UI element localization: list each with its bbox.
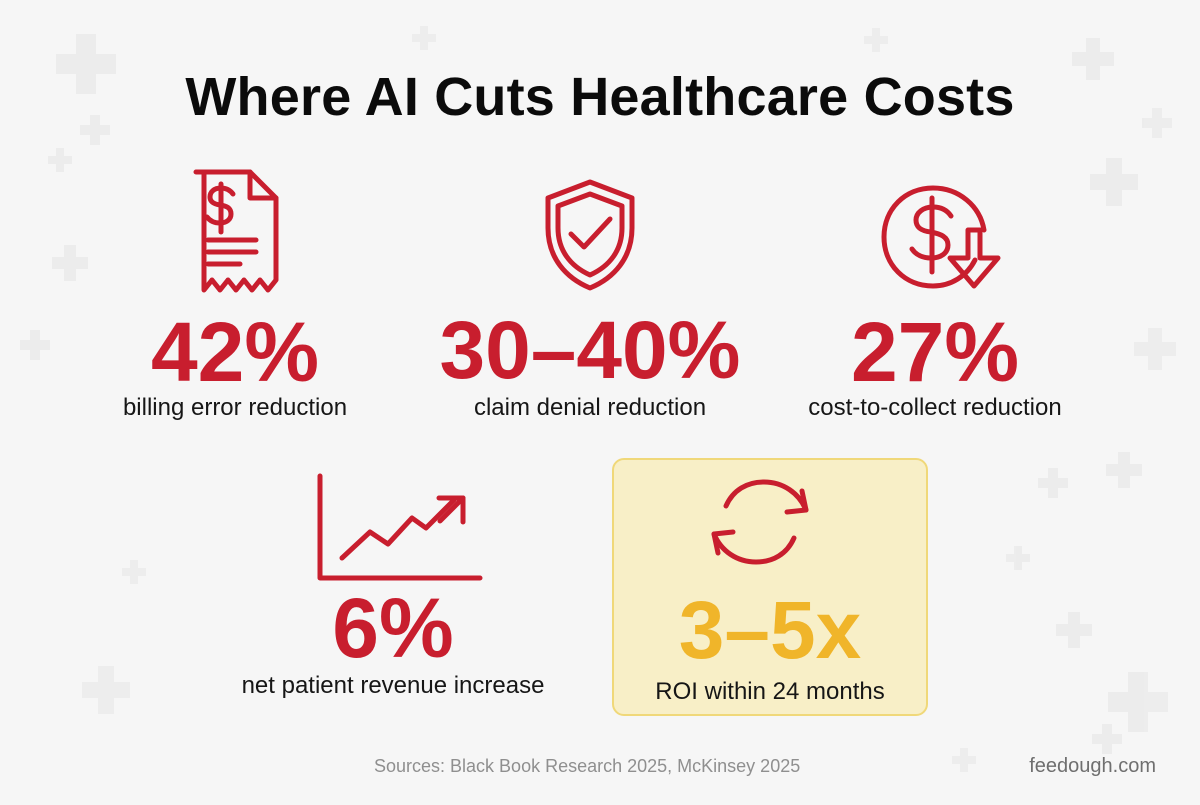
stat-net-patient-revenue: 6% net patient revenue increase (228, 460, 558, 720)
stat-label: net patient revenue increase (241, 672, 545, 699)
stat-value: 30–40% (439, 305, 741, 396)
shield-check-icon (534, 176, 646, 294)
stat-roi-highlight: 3–5x ROI within 24 months (612, 458, 928, 716)
stat-label: ROI within 24 months (655, 678, 885, 705)
stat-value: 6% (332, 581, 454, 675)
site-name: feedough.com (1029, 755, 1156, 777)
stat-billing-error: 42% billing error reduction (90, 160, 380, 430)
stat-claim-denial: 30–40% claim denial reduction (430, 160, 750, 430)
refresh-cycle-icon (698, 472, 822, 572)
stat-value: 42% (150, 305, 320, 399)
stat-label: cost-to-collect reduction (808, 394, 1062, 421)
stat-value: 3–5x (678, 585, 862, 676)
stat-label: billing error reduction (122, 394, 348, 421)
page-title: Where AI Cuts Healthcare Costs (185, 67, 1015, 127)
invoice-dollar-icon (188, 168, 284, 296)
dollar-down-arrow-icon (876, 176, 1016, 298)
stat-value: 27% (850, 305, 1020, 399)
trend-up-chart-icon (316, 472, 484, 582)
sources-text: Sources: Black Book Research 2025, McKin… (374, 756, 801, 776)
stat-label: claim denial reduction (473, 394, 707, 421)
stat-cost-to-collect: 27% cost-to-collect reduction (780, 160, 1090, 430)
